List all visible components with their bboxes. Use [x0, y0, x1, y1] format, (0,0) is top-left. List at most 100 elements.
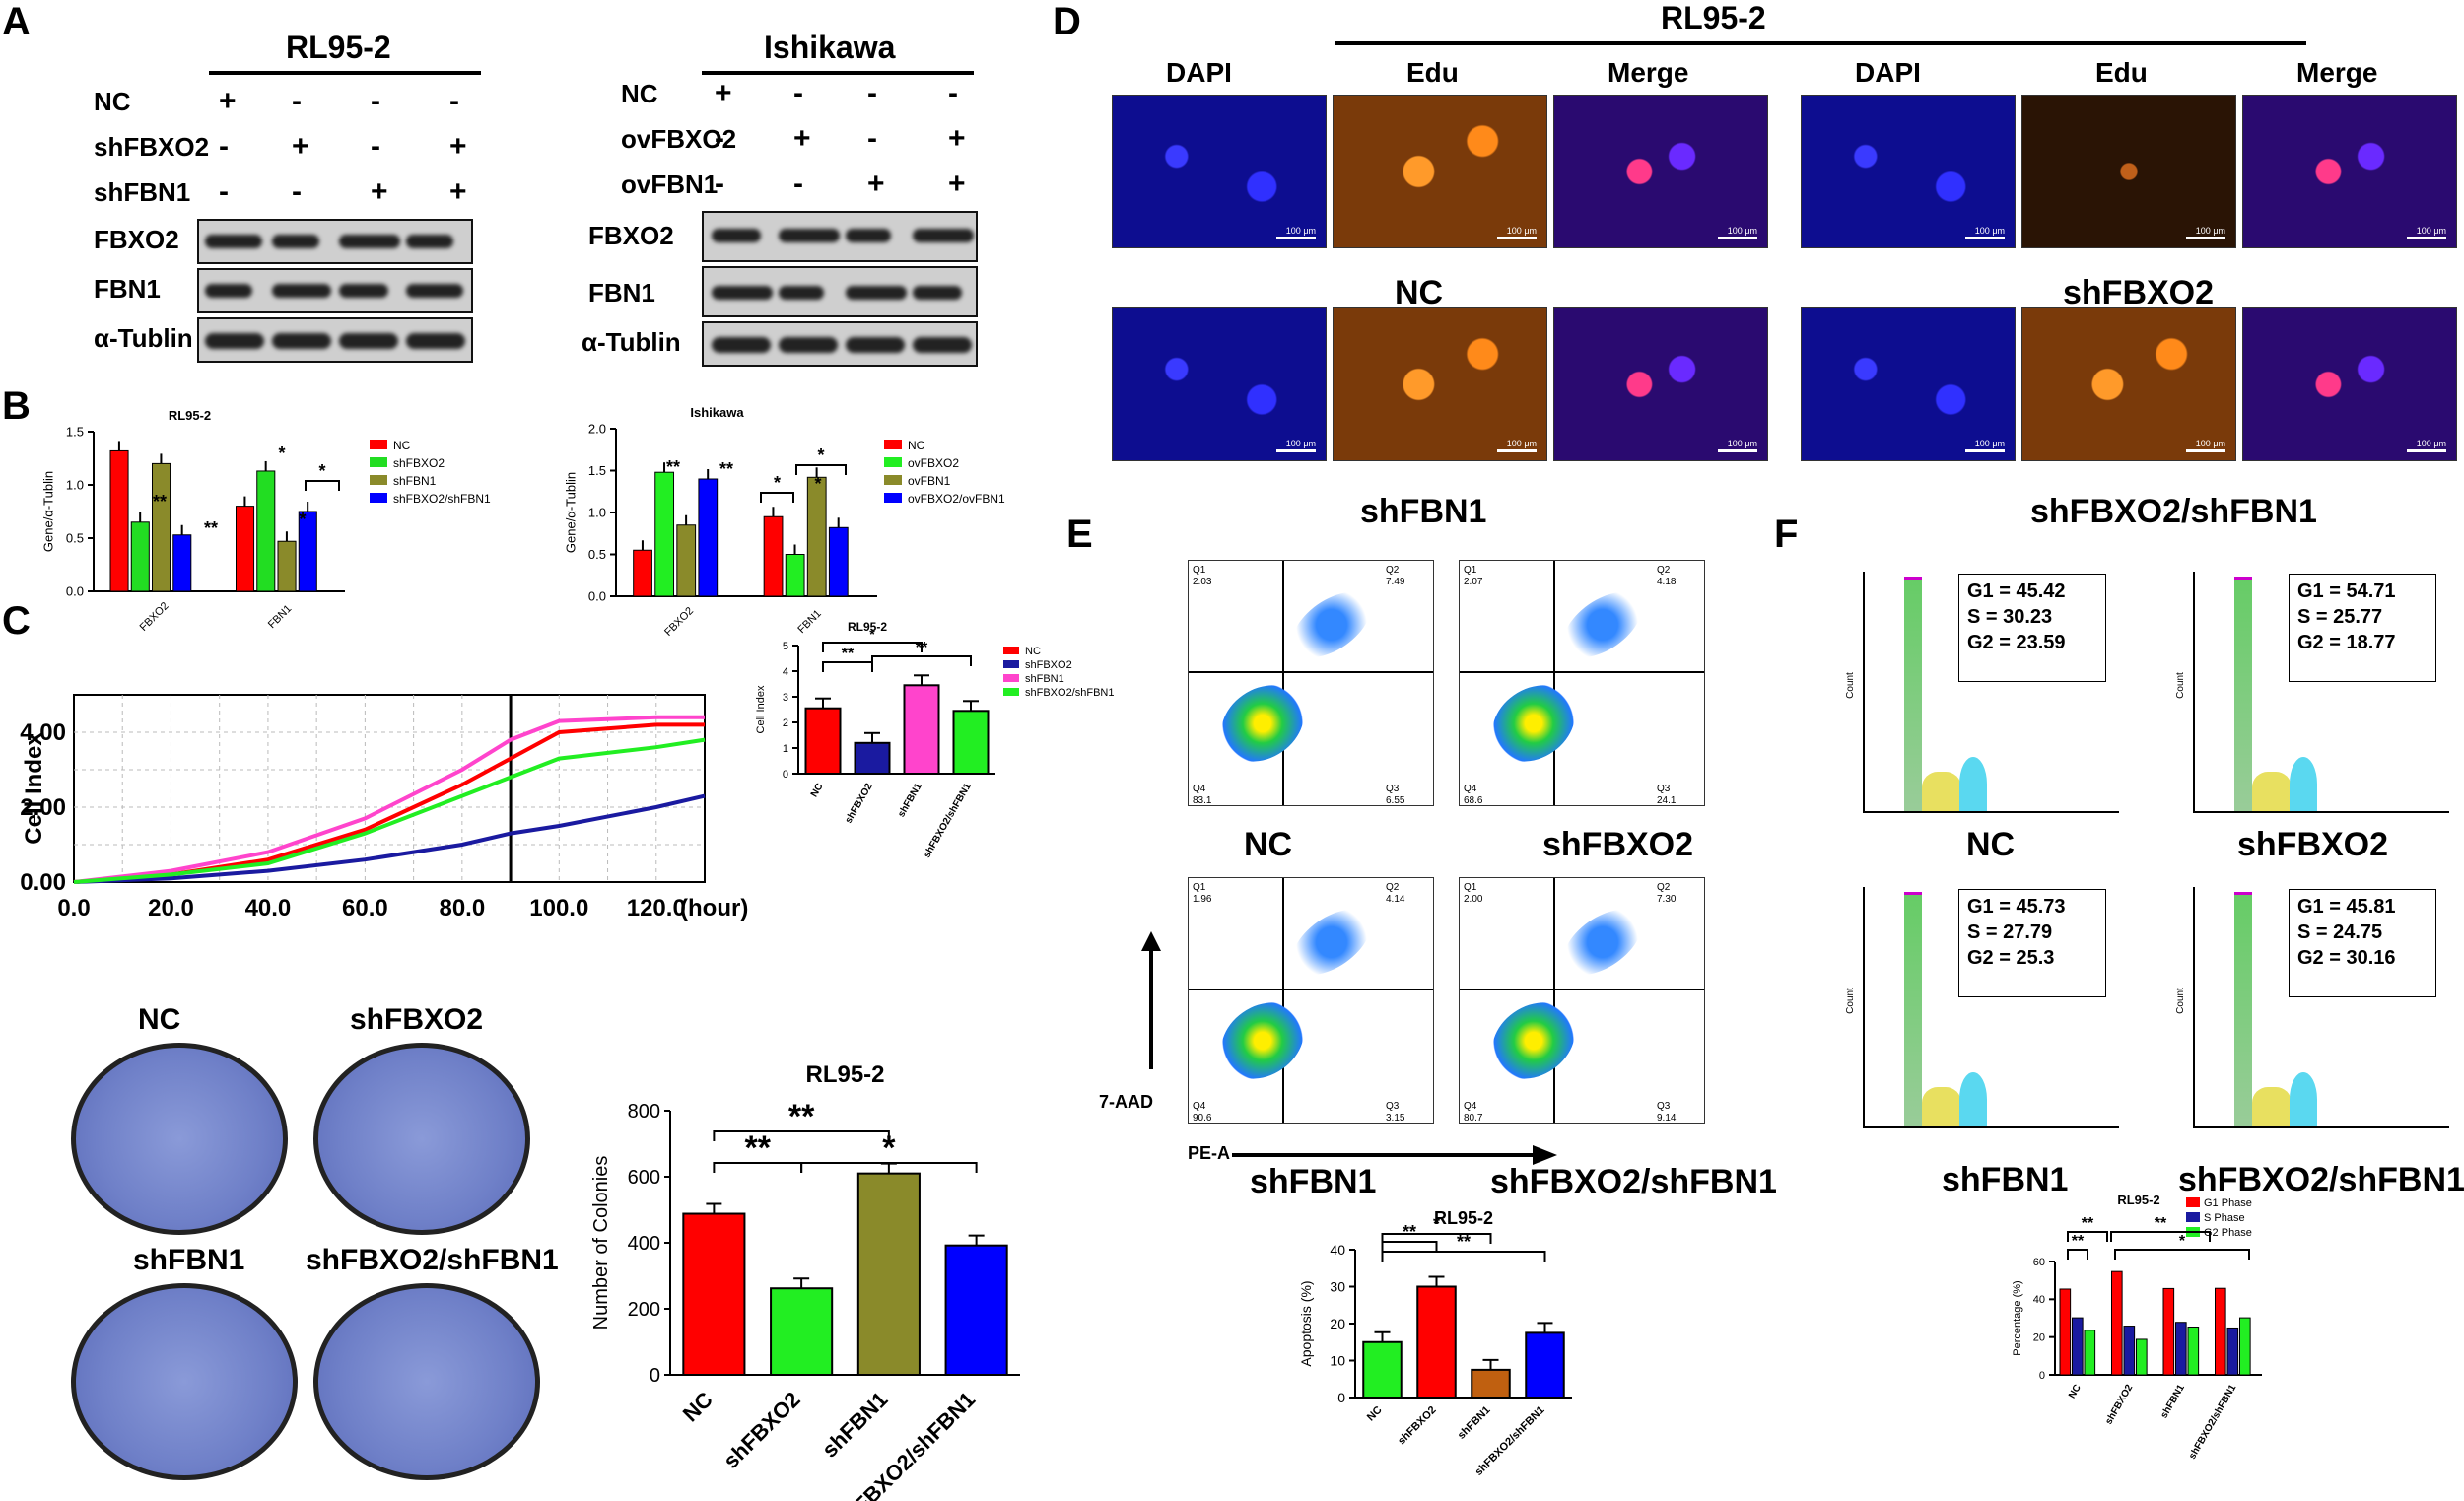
condition-sign: +	[219, 85, 237, 117]
x-tick-label: 100.0	[529, 895, 588, 921]
condition-sign: +	[867, 168, 885, 200]
dish-label: NC	[138, 1003, 181, 1036]
quadrant-name: Q3	[1657, 1101, 1671, 1112]
significance-bracket	[795, 464, 847, 475]
x-tick-label: 20.0	[148, 895, 194, 921]
x-tick-label: 40.0	[245, 895, 292, 921]
s-value: S = 24.75	[2297, 921, 2383, 943]
protein-band	[846, 286, 907, 300]
significance-label: **	[2072, 1233, 2085, 1250]
significance-label: **	[788, 1098, 815, 1135]
colony-dish	[313, 1283, 540, 1480]
s-value: S = 30.23	[1967, 606, 2053, 628]
quadrant-percent: 1.96	[1193, 894, 1212, 905]
legend-swatch	[370, 475, 387, 485]
channel-label: Merge	[1608, 57, 1689, 88]
quadrant-name: Q3	[1386, 1101, 1400, 1112]
x-tick-label: 120.0	[627, 895, 686, 921]
panel-label-a: A	[2, 0, 31, 43]
blot-label: α-Tublin	[94, 323, 193, 353]
fluorescence-image: 100 μm	[2242, 307, 2457, 461]
blot-label: FBN1	[588, 278, 655, 307]
condition-sign: -	[793, 77, 803, 109]
condition-sign: +	[449, 130, 467, 163]
protein-band	[406, 235, 453, 248]
x-tick-label: NC	[2067, 1383, 2084, 1400]
condition-sign: -	[371, 85, 380, 117]
significance-label: **	[745, 1129, 772, 1167]
channel-label: DAPI	[1166, 57, 1232, 88]
cell-cycle-histogram: G1 = 54.71 S = 25.77 G2 = 18.77 Count	[2175, 572, 2449, 813]
scale-bar	[1276, 237, 1316, 239]
significance-bracket	[760, 492, 794, 503]
quadrant-value: Q1 2.07	[1464, 565, 1482, 588]
bar	[682, 1212, 746, 1377]
y-tick-label: 600	[628, 1167, 660, 1189]
legend-swatch	[1003, 688, 1019, 696]
panel-d-title: RL95-2	[1661, 0, 1766, 35]
y-axis-label: Count	[1844, 672, 1856, 699]
quadrant-percent: 90.6	[1193, 1113, 1212, 1124]
significance-label: **	[916, 640, 928, 656]
condition-sign: -	[867, 122, 877, 155]
significance-bracket	[871, 655, 972, 666]
scale-label: 100 μm	[1727, 439, 1757, 448]
scale-label: 100 μm	[1506, 226, 1537, 236]
y-tick-label: 2	[783, 717, 788, 729]
x-tick-label: 0.0	[57, 895, 90, 921]
legend-label: shFBXO2/shFBN1	[393, 492, 491, 506]
bar	[2215, 1287, 2226, 1376]
quadrant-percent: 2.03	[1193, 577, 1212, 587]
significance-label: **	[204, 518, 218, 538]
quadrant-percent: 2.00	[1464, 894, 1483, 905]
y-tick-label: 0	[783, 769, 788, 781]
phase-readout: G1 = 45.42 S = 30.23 G2 = 23.59	[1958, 574, 2106, 682]
quadrant-name: Q1	[1193, 882, 1206, 893]
channel-label: Merge	[2296, 57, 2378, 88]
g2-value: G2 = 18.77	[2297, 632, 2396, 653]
x-tick-label: shFBN1	[817, 1387, 892, 1462]
legend-swatch	[2186, 1212, 2200, 1222]
arrow-head	[1141, 931, 1161, 951]
y-axis-label: Count	[2174, 672, 2186, 699]
significance-label: *	[2179, 1233, 2186, 1250]
legend-label: shFBXO2	[1025, 659, 1072, 671]
bar	[903, 684, 940, 775]
quadrant-percent: 83.1	[1193, 795, 1212, 806]
scale-bar	[1497, 449, 1537, 452]
protein-band	[205, 333, 264, 349]
panel-label-e: E	[1066, 512, 1093, 556]
significance-bracket	[800, 1162, 978, 1173]
group-label: NC	[1395, 274, 1444, 311]
y-axis-label: Gene/α-Tublin	[563, 472, 578, 553]
x-tick-label: shFBN1	[2158, 1383, 2187, 1421]
legend-swatch	[370, 440, 387, 449]
bar	[1362, 1340, 1403, 1399]
blot-title: RL95-2	[286, 30, 391, 65]
legend-swatch	[884, 493, 902, 503]
protein-band	[779, 337, 838, 353]
g2-value: G2 = 30.16	[2297, 947, 2396, 969]
quadrant-value: Q1 2.03	[1193, 565, 1211, 588]
legend-label: shFBN1	[1025, 673, 1064, 685]
quadrant-value: Q1 2.00	[1464, 882, 1482, 906]
y-tick-label: 4.00	[20, 719, 66, 746]
phase-readout: G1 = 45.73 S = 27.79 G2 = 25.3	[1958, 889, 2106, 997]
g1-value: G1 = 45.42	[1967, 580, 2066, 602]
condition-sign: +	[793, 122, 811, 155]
significance-bracket	[1381, 1233, 1492, 1244]
x-tick-label: shFBXO2/shFBN1	[922, 782, 974, 860]
quadrant-name: Q3	[1386, 784, 1400, 794]
quadrant-value: Q4 83.1	[1193, 784, 1211, 807]
y-tick-label: 400	[628, 1233, 660, 1255]
legend-swatch	[884, 475, 902, 485]
legend-swatch	[884, 457, 902, 467]
y-tick-label: 0	[1337, 1390, 1345, 1405]
y-tick-label: 30	[1330, 1278, 1345, 1294]
x-axis-label: (hour)	[680, 895, 748, 921]
y-tick-label: 20	[2033, 1332, 2045, 1344]
significance-label: **	[1403, 1222, 1416, 1242]
scale-bar	[2407, 237, 2446, 239]
x-tick-label: shFBXO2/shFBN1	[831, 1387, 980, 1501]
significance-bracket	[713, 1130, 890, 1141]
